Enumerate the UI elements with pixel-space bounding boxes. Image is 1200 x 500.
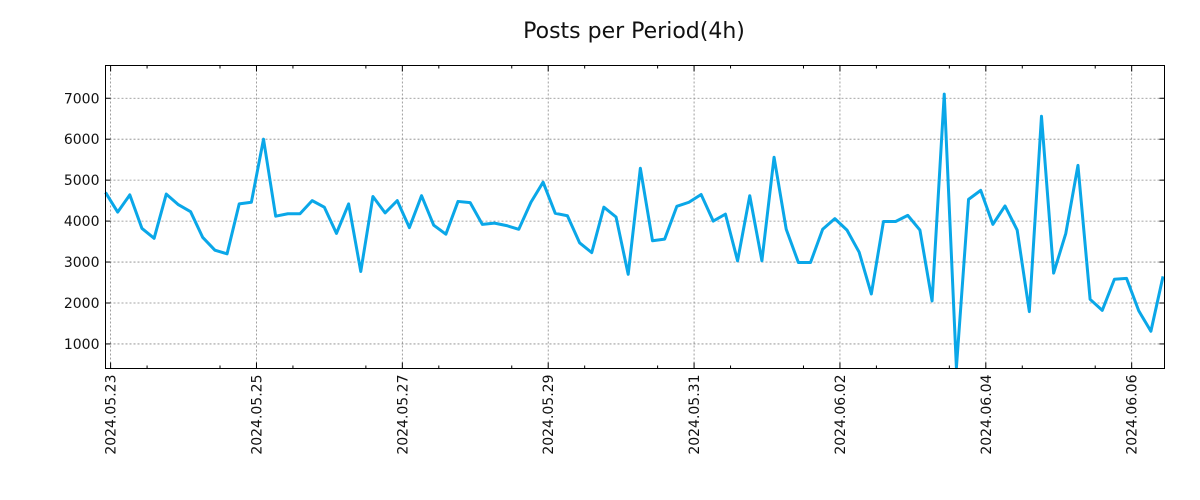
chart-title: Posts per Period(4h) xyxy=(523,19,745,44)
x-axis: 2024.05.23 2024.05.25 2024.05.27 2024.05.29… xyxy=(104,65,1141,455)
y-tick-label: 7000 xyxy=(64,91,100,107)
y-tick-label: 4000 xyxy=(64,214,100,230)
series-group xyxy=(104,92,1165,370)
y-tick-label: 2000 xyxy=(64,296,100,312)
x-tick-label: 2024.05.29 xyxy=(541,375,557,455)
x-tick-label: 2024.06.04 xyxy=(979,374,995,454)
y-tick-label: 3000 xyxy=(64,255,100,271)
x-tick-label: 2024.05.31 xyxy=(687,375,703,455)
x-tick-label: 2024.05.25 xyxy=(249,375,265,455)
series-line-posts xyxy=(104,92,1165,370)
y-tick-label: 5000 xyxy=(64,173,100,189)
x-tick-label: 2024.06.02 xyxy=(833,375,849,455)
x-tick-label: 2024.06.06 xyxy=(1125,374,1141,454)
y-axis: 1000 2000 3000 4000 5000 6000 7000 xyxy=(64,91,1165,353)
y-tick-label: 6000 xyxy=(64,132,100,148)
y-tick-label: 1000 xyxy=(64,337,100,353)
x-tick-label: 2024.05.23 xyxy=(104,375,120,455)
plot-frame xyxy=(105,65,1165,369)
x-tick-label: 2024.05.27 xyxy=(395,375,411,455)
